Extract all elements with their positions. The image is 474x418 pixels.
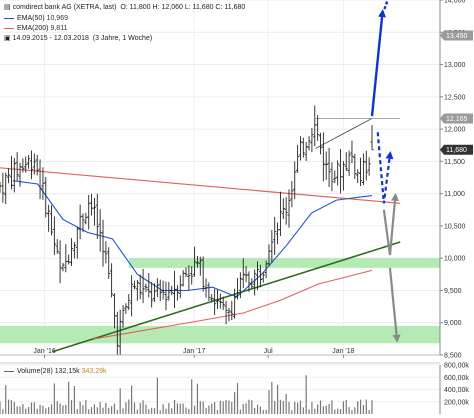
ohlc-values: O: 11,800 H: 12,060 L: 11,680 C: 11,680 <box>120 4 246 11</box>
price-tag-label: 11,680 <box>446 147 467 154</box>
volume-value-2: 343,29k <box>81 368 107 375</box>
volume-label: Volume(28) <box>17 368 53 375</box>
retest-arrow <box>376 132 394 204</box>
y-tick-label: 11,500 <box>444 159 465 166</box>
moving-averages <box>12 180 373 340</box>
candles <box>0 105 374 356</box>
ema200-swatch <box>4 27 14 29</box>
volume-value-1: 132,15k <box>54 368 80 375</box>
date-range: 14.09.2015 - 12.03.2018 <box>12 35 89 42</box>
price-tag <box>440 144 473 155</box>
ema50-label: EMA(50) <box>17 15 45 22</box>
support-zones <box>0 258 440 344</box>
ema200-label: EMA(200) <box>17 25 49 32</box>
trend-lines <box>0 118 401 353</box>
volume-tick-label: 600,00k <box>444 375 469 382</box>
y-tick-label: 9,500 <box>444 288 462 295</box>
support-zone <box>128 258 440 268</box>
calendar-icon: ▣ <box>4 35 11 42</box>
price-tag-label: 12,165 <box>446 116 468 123</box>
y-tick-label: 12,500 <box>444 94 466 101</box>
ema200-line <box>93 269 373 340</box>
ema50-swatch <box>4 17 14 19</box>
volume-tick-label: 400,00k <box>444 387 469 394</box>
gray-down-arrow <box>388 267 401 343</box>
legend-ema50[interactable]: EMA(50) 10,969 <box>4 14 68 23</box>
y-tick-label: 12,000 <box>444 127 466 134</box>
chart-header-row-1: ▤ comdirect bank AG (XETRA, last) O: 11,… <box>4 3 245 12</box>
y-tick-label: 10,000 <box>444 256 466 263</box>
y-tick-label: 14,000 <box>444 0 466 5</box>
uptrend-line <box>52 241 401 353</box>
price-tag <box>440 113 473 124</box>
volume-tick-label: 200,00k <box>444 399 469 406</box>
volume-panel: 800,00k 600,00k 400,00k 200,00k <box>0 362 469 414</box>
x-tick-label: Jul <box>264 348 273 355</box>
scenario-arrows <box>370 0 401 343</box>
x-tick-label: Jan '18 <box>332 348 354 355</box>
x-tick-label: Jan '17 <box>183 348 205 355</box>
chart-title: comdirect bank AG (XETRA, last) <box>12 4 117 11</box>
y-tick-label: 10,500 <box>444 223 466 230</box>
y-tick-label: 11,000 <box>444 191 465 198</box>
y-tick-label: 8,500 <box>444 353 462 360</box>
time-axis: Jan '16 Jan '17 Jul Jan '18 <box>0 348 440 358</box>
breakout-arrow <box>370 9 387 117</box>
price-tag-label: 13,450 <box>446 33 468 40</box>
volume-header: Volume(28) 132,15k 343,29k <box>4 367 107 376</box>
price-tags: 13,450 12,165 11,680 <box>440 30 473 155</box>
y-tick-label: 13,000 <box>444 62 466 69</box>
channel-top-line <box>315 118 373 149</box>
y-tick-label: 9,000 <box>444 320 462 327</box>
ema50-value: 10,969 <box>46 15 68 22</box>
date-range-row: ▣ 14.09.2015 - 12.03.2018 (3 Jahre, 1 Wo… <box>4 34 152 43</box>
volume-swatch <box>4 370 14 372</box>
gray-scenario-arrow <box>382 192 399 256</box>
ema200-value: 9,811 <box>50 25 68 32</box>
bars-icon: ▤ <box>4 4 11 11</box>
support-zone <box>0 325 440 344</box>
volume-tick-label: 800,00k <box>444 363 469 370</box>
price-tag <box>440 30 473 41</box>
ema50-line <box>12 180 373 298</box>
period-label: (3 Jahre, 1 Woche) <box>92 35 153 42</box>
legend-ema200[interactable]: EMA(200) 9,811 <box>4 24 67 33</box>
resistance-line <box>0 167 401 204</box>
x-tick-label: Jan '16 <box>33 348 55 355</box>
